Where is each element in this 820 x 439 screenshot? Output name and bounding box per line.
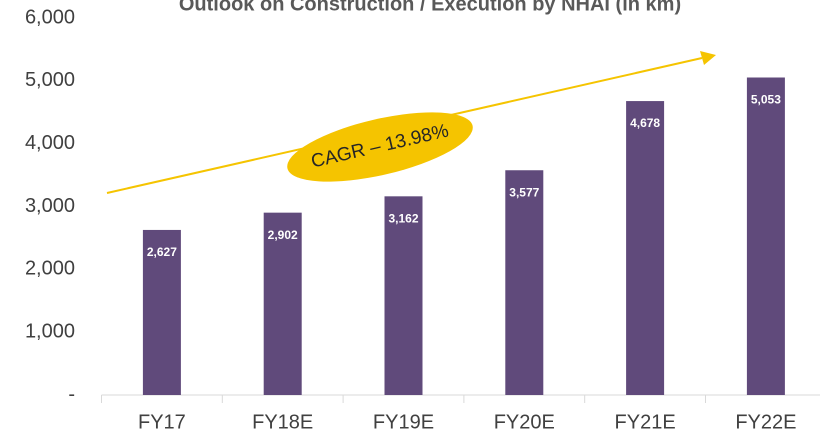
x-tick-label: FY20E [494, 411, 555, 433]
cagr-badge: CAGR – 13.98% [287, 112, 473, 182]
data-label: 2,627 [147, 245, 177, 259]
bar [142, 229, 181, 395]
cagr-ellipse [287, 112, 473, 182]
y-tick-label: 4,000 [25, 132, 75, 154]
y-tick-label: 2,000 [25, 258, 75, 280]
y-tick-label: 5,000 [25, 69, 75, 91]
data-label: 2,902 [268, 228, 298, 242]
y-tick-label: - [68, 383, 75, 405]
bar [263, 212, 302, 395]
y-tick-label: 3,000 [25, 195, 75, 217]
x-tick-label: FY21E [615, 411, 676, 433]
chart-title: Outlook on Construction / Execution by N… [179, 0, 681, 15]
x-tick-label: FY19E [373, 411, 434, 433]
arrow-head [700, 51, 716, 65]
bar [505, 170, 544, 395]
bar [626, 101, 665, 395]
x-tick-label: FY18E [252, 411, 313, 433]
x-tick-label: FY22E [735, 411, 796, 433]
bar [384, 196, 423, 395]
bar [746, 77, 785, 395]
data-label: 4,678 [630, 116, 660, 130]
y-tick-label: 6,000 [25, 6, 75, 28]
x-tick-label: FY17 [138, 411, 186, 433]
data-label: 3,577 [509, 185, 539, 199]
y-tick-label: 1,000 [25, 320, 75, 342]
data-label: 3,162 [388, 211, 418, 225]
data-label: 5,053 [751, 93, 781, 107]
